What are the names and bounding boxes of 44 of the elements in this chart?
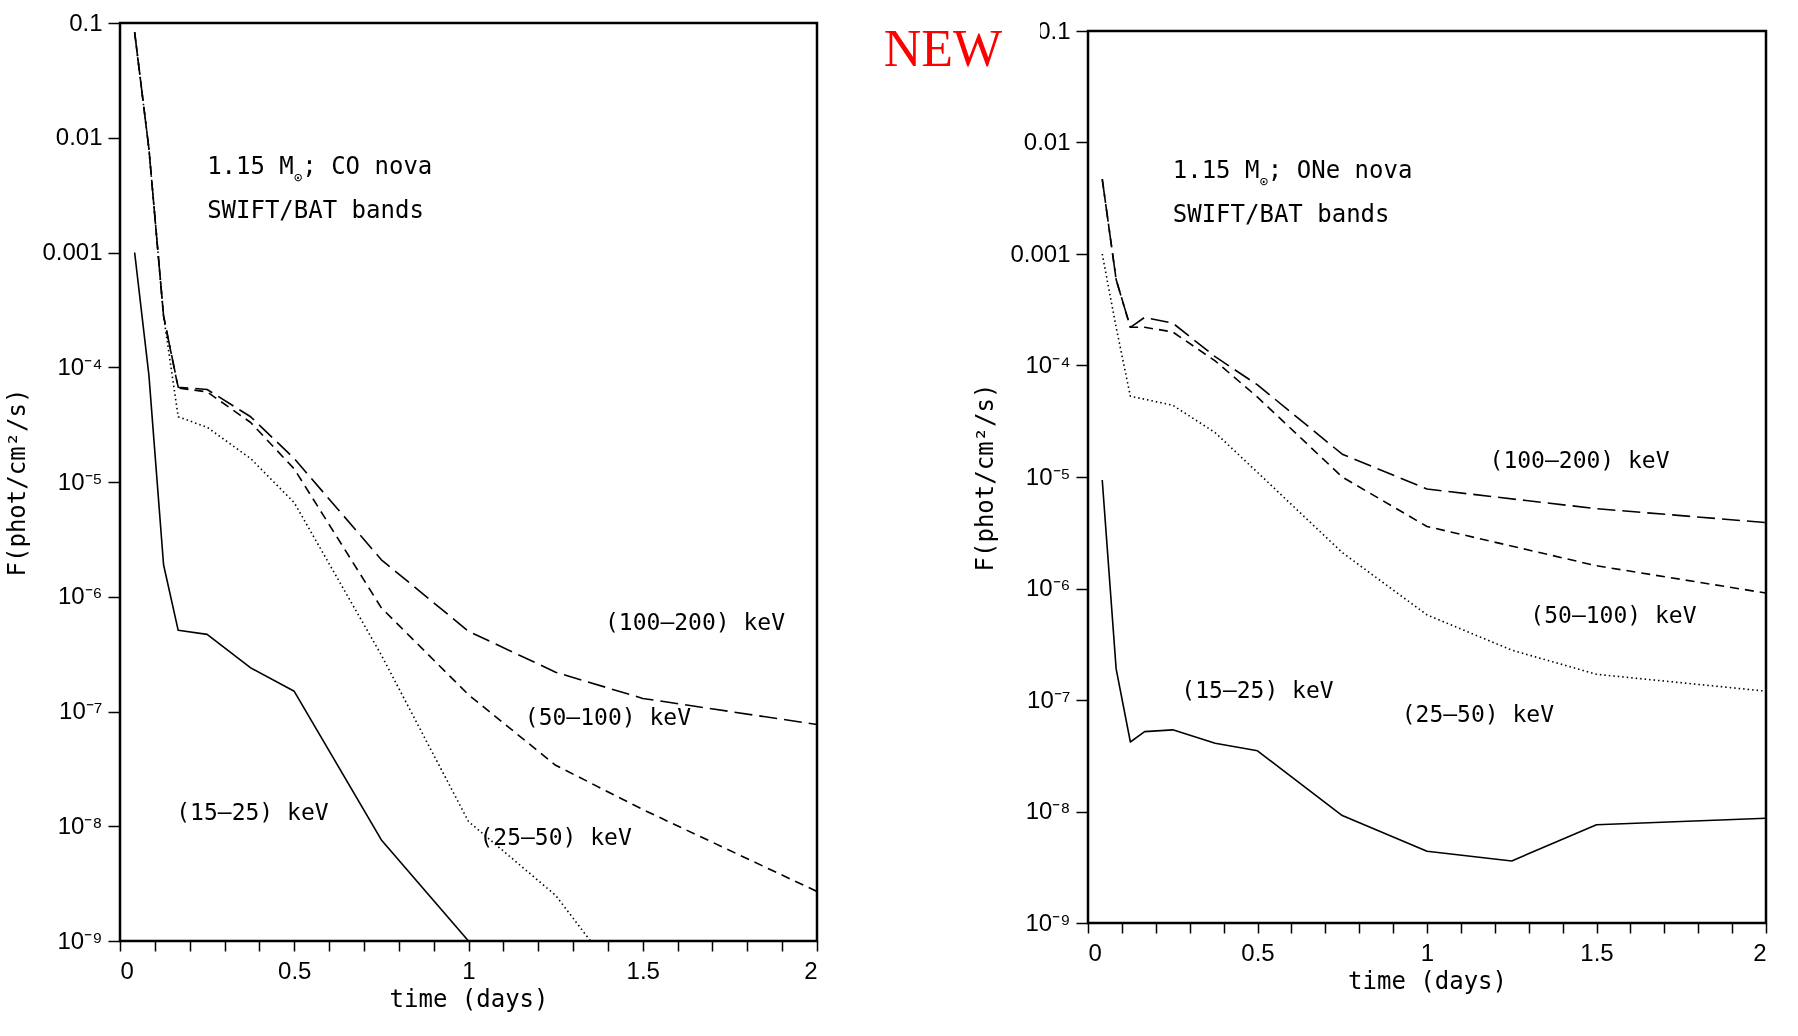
y-axis-title: F(phot/cm²/s) bbox=[971, 383, 1000, 572]
x-tick-label: 1 bbox=[1420, 938, 1435, 966]
annotation: 1.15 M⊙; CO nova bbox=[207, 152, 433, 186]
x-axis-title: time (days) bbox=[1348, 966, 1507, 995]
series-label: (25–50) keV bbox=[1401, 700, 1555, 727]
y-tick-label: 0.1 bbox=[69, 8, 103, 36]
y-tick-label: 10⁻⁹ bbox=[1025, 908, 1071, 936]
x-tick-label: 1.5 bbox=[626, 956, 660, 984]
annotation: SWIFT/BAT bands bbox=[1172, 200, 1390, 229]
y-tick-label: 10⁻⁷ bbox=[1027, 685, 1071, 713]
x-tick-label: 0 bbox=[120, 956, 134, 984]
y-tick-label: 10⁻⁹ bbox=[57, 926, 103, 954]
x-tick-label: 2 bbox=[804, 956, 818, 984]
text: NEW bbox=[883, 20, 1003, 77]
series-label: (100–200) keV bbox=[1489, 446, 1670, 473]
series-label: (50–100) keV bbox=[524, 704, 692, 731]
y-tick-label: 10⁻⁸ bbox=[1025, 797, 1071, 824]
y-tick-label: 0.01 bbox=[1023, 128, 1071, 155]
annotation: 1.15 M⊙; ONe nova bbox=[1172, 156, 1413, 190]
y-tick-label: 10⁻⁸ bbox=[57, 811, 103, 839]
text: (100–200) keV bbox=[605, 609, 786, 636]
y-tick-label: 10⁻⁵ bbox=[57, 467, 103, 495]
y-tick-label: 10⁻⁶ bbox=[1025, 574, 1071, 601]
y-tick-label: 10⁻⁴ bbox=[57, 352, 103, 380]
y-tick-label: 10⁻⁵ bbox=[1025, 462, 1071, 490]
x-tick-label: 2 bbox=[1753, 938, 1767, 966]
x-tick-label: 0.5 bbox=[1241, 938, 1275, 966]
series-label: (50–100) keV bbox=[1530, 601, 1697, 628]
annotation: SWIFT/BAT bands bbox=[207, 196, 424, 225]
y-tick-label: 10⁻⁷ bbox=[59, 697, 103, 724]
y-tick-label: 10⁻⁶ bbox=[57, 582, 103, 610]
x-tick-label: 1 bbox=[462, 956, 476, 984]
y-tick-label: 0.001 bbox=[42, 238, 103, 265]
x-tick-label: 1.5 bbox=[1580, 938, 1614, 966]
x-tick-label: 0 bbox=[1088, 938, 1102, 966]
y-axis-title: F(phot/cm²/s) bbox=[3, 388, 32, 577]
x-axis-title: time (days) bbox=[389, 984, 549, 1013]
series-label: (15–25) keV bbox=[1181, 677, 1334, 704]
series-label: (15–25) keV bbox=[176, 799, 329, 826]
y-tick-label: 0.01 bbox=[55, 123, 103, 151]
y-tick-label: 10⁻⁴ bbox=[1025, 351, 1071, 378]
y-tick-label: 0.001 bbox=[1010, 239, 1071, 267]
x-tick-label: 0.5 bbox=[278, 956, 312, 984]
series-label: (25–50) keV bbox=[479, 824, 632, 850]
